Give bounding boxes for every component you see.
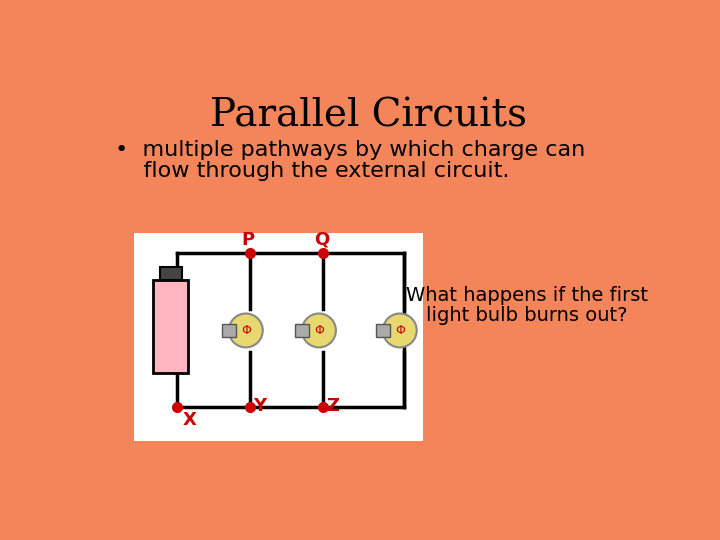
Bar <box>222 325 235 336</box>
Text: P: P <box>241 231 255 249</box>
Bar <box>134 233 423 441</box>
Text: •  multiple pathways by which charge can: • multiple pathways by which charge can <box>115 140 585 160</box>
Text: Y: Y <box>253 397 266 415</box>
Text: X: X <box>183 411 197 429</box>
Bar <box>153 280 188 373</box>
Bar <box>295 325 309 336</box>
Circle shape <box>383 314 417 347</box>
Text: Parallel Circuits: Parallel Circuits <box>210 97 528 134</box>
Text: Φ: Φ <box>314 324 324 337</box>
Bar <box>376 325 390 336</box>
Text: Φ: Φ <box>395 324 405 337</box>
Circle shape <box>302 314 336 347</box>
Circle shape <box>229 314 263 347</box>
Text: light bulb burns out?: light bulb burns out? <box>426 306 628 325</box>
Text: Q: Q <box>314 231 329 249</box>
Text: Z: Z <box>327 397 340 415</box>
Text: Φ: Φ <box>241 324 251 337</box>
Text: flow through the external circuit.: flow through the external circuit. <box>115 161 509 181</box>
Bar <box>160 267 182 280</box>
Text: What happens if the first: What happens if the first <box>406 286 648 305</box>
